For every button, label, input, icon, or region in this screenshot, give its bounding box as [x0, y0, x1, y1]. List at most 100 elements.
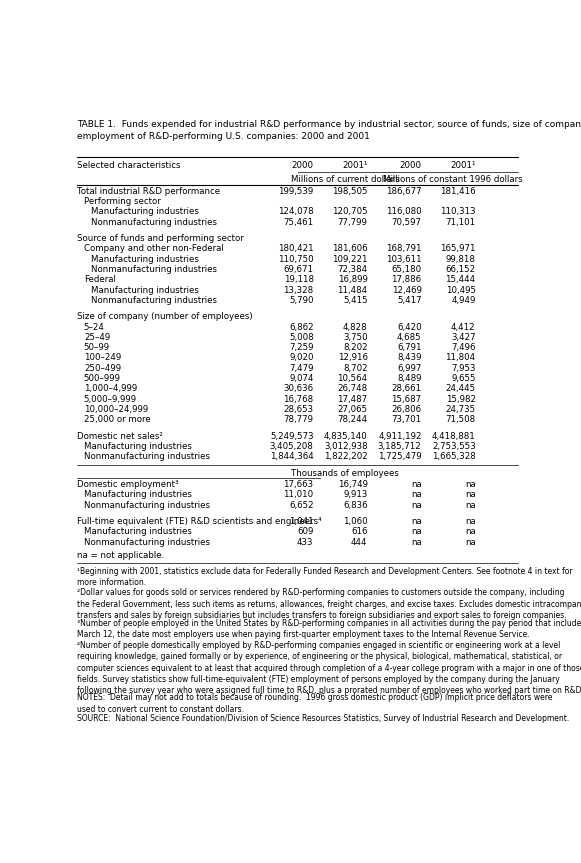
Text: Nonmanufacturing industries: Nonmanufacturing industries	[91, 296, 217, 305]
Text: 5,000–9,999: 5,000–9,999	[84, 394, 137, 404]
Text: 9,074: 9,074	[289, 374, 314, 383]
Text: 17,886: 17,886	[392, 275, 422, 284]
Text: 8,202: 8,202	[343, 343, 368, 352]
Text: na: na	[465, 538, 476, 546]
Text: TABLE 1.  Funds expended for industrial R&D performance by industrial sector, so: TABLE 1. Funds expended for industrial R…	[77, 120, 581, 141]
Text: 1,041: 1,041	[289, 517, 314, 526]
Text: 7,479: 7,479	[289, 364, 314, 373]
Text: 6,997: 6,997	[397, 364, 422, 373]
Text: SOURCE:  National Science Foundation/Division of Science Resources Statistics, S: SOURCE: National Science Foundation/Divi…	[77, 715, 569, 723]
Text: 8,489: 8,489	[397, 374, 422, 383]
Text: 3,405,208: 3,405,208	[270, 442, 314, 451]
Text: 6,836: 6,836	[343, 501, 368, 509]
Text: Millions of constant 1996 dollars: Millions of constant 1996 dollars	[383, 175, 523, 185]
Text: 28,653: 28,653	[284, 405, 314, 414]
Text: 11,010: 11,010	[284, 490, 314, 499]
Text: 25,000 or more: 25,000 or more	[84, 415, 150, 425]
Text: 7,953: 7,953	[451, 364, 476, 373]
Text: 165,971: 165,971	[440, 244, 476, 254]
Text: na: na	[465, 501, 476, 509]
Text: Federal: Federal	[84, 275, 116, 284]
Text: 8,439: 8,439	[397, 354, 422, 362]
Text: 24,735: 24,735	[446, 405, 476, 414]
Text: 9,655: 9,655	[451, 374, 476, 383]
Text: Manufacturing industries: Manufacturing industries	[84, 442, 192, 451]
Text: 4,418,881: 4,418,881	[432, 432, 476, 441]
Text: ⁴Number of people domestically employed by R&D-performing companies engaged in s: ⁴Number of people domestically employed …	[77, 640, 581, 696]
Text: 26,748: 26,748	[338, 384, 368, 394]
Text: 1,822,202: 1,822,202	[324, 452, 368, 462]
Text: 16,899: 16,899	[338, 275, 368, 284]
Text: 75,461: 75,461	[284, 217, 314, 226]
Text: na: na	[411, 527, 422, 536]
Text: 3,427: 3,427	[451, 333, 476, 342]
Text: 181,416: 181,416	[440, 186, 476, 196]
Text: 2000: 2000	[400, 161, 422, 170]
Text: 99,818: 99,818	[446, 255, 476, 263]
Text: na: na	[465, 527, 476, 536]
Text: 124,078: 124,078	[278, 207, 314, 217]
Text: Size of company (number of employees): Size of company (number of employees)	[77, 312, 253, 321]
Text: 19,118: 19,118	[284, 275, 314, 284]
Text: 78,244: 78,244	[338, 415, 368, 425]
Text: Thousands of employees: Thousands of employees	[291, 469, 399, 477]
Text: 609: 609	[297, 527, 314, 536]
Text: 4,412: 4,412	[451, 323, 476, 331]
Text: 73,701: 73,701	[392, 415, 422, 425]
Text: 5,790: 5,790	[289, 296, 314, 305]
Text: 6,652: 6,652	[289, 501, 314, 509]
Text: 1,060: 1,060	[343, 517, 368, 526]
Text: Domestic employment³: Domestic employment³	[77, 480, 178, 489]
Text: 5,417: 5,417	[397, 296, 422, 305]
Text: 3,185,712: 3,185,712	[378, 442, 422, 451]
Text: Company and other non-Federal: Company and other non-Federal	[84, 244, 224, 254]
Text: Millions of current dollars: Millions of current dollars	[290, 175, 399, 185]
Text: 120,705: 120,705	[332, 207, 368, 217]
Text: 17,663: 17,663	[284, 480, 314, 489]
Text: NOTES:  Detail may not add to totals because of rounding.  1996 gross domestic p: NOTES: Detail may not add to totals beca…	[77, 693, 553, 714]
Text: 616: 616	[351, 527, 368, 536]
Text: Manufacturing industries: Manufacturing industries	[84, 527, 192, 536]
Text: na: na	[411, 517, 422, 526]
Text: Nonmanufacturing industries: Nonmanufacturing industries	[84, 501, 210, 509]
Text: 2000: 2000	[292, 161, 314, 170]
Text: 3,750: 3,750	[343, 333, 368, 342]
Text: 198,505: 198,505	[332, 186, 368, 196]
Text: 72,384: 72,384	[338, 265, 368, 274]
Text: na: na	[465, 517, 476, 526]
Text: 444: 444	[351, 538, 368, 546]
Text: 65,180: 65,180	[392, 265, 422, 274]
Text: 8,702: 8,702	[343, 364, 368, 373]
Text: 6,791: 6,791	[397, 343, 422, 352]
Text: Nonmanufacturing industries: Nonmanufacturing industries	[84, 452, 210, 462]
Text: 3,012,938: 3,012,938	[324, 442, 368, 451]
Text: 15,982: 15,982	[446, 394, 476, 404]
Text: 24,445: 24,445	[446, 384, 476, 394]
Text: 27,065: 27,065	[338, 405, 368, 414]
Text: 50–99: 50–99	[84, 343, 110, 352]
Text: 6,862: 6,862	[289, 323, 314, 331]
Text: 6,420: 6,420	[397, 323, 422, 331]
Text: 7,496: 7,496	[451, 343, 476, 352]
Text: 11,484: 11,484	[338, 286, 368, 294]
Text: 1,000–4,999: 1,000–4,999	[84, 384, 137, 394]
Text: 15,444: 15,444	[446, 275, 476, 284]
Text: 12,916: 12,916	[338, 354, 368, 362]
Text: 10,495: 10,495	[446, 286, 476, 294]
Text: Manufacturing industries: Manufacturing industries	[91, 255, 199, 263]
Text: 10,000–24,999: 10,000–24,999	[84, 405, 148, 414]
Text: 181,606: 181,606	[332, 244, 368, 254]
Text: na: na	[465, 480, 476, 489]
Text: na: na	[465, 490, 476, 499]
Text: Manufacturing industries: Manufacturing industries	[84, 490, 192, 499]
Text: 77,799: 77,799	[338, 217, 368, 226]
Text: 1,844,364: 1,844,364	[270, 452, 314, 462]
Text: 2001¹: 2001¹	[450, 161, 476, 170]
Text: Performing sector: Performing sector	[84, 197, 160, 206]
Text: 110,313: 110,313	[440, 207, 476, 217]
Text: na = not applicable.: na = not applicable.	[77, 551, 164, 560]
Text: Full-time equivalent (FTE) R&D scientists and engineers⁴: Full-time equivalent (FTE) R&D scientist…	[77, 517, 322, 526]
Text: 109,221: 109,221	[332, 255, 368, 263]
Text: 199,539: 199,539	[278, 186, 314, 196]
Text: 1,725,479: 1,725,479	[378, 452, 422, 462]
